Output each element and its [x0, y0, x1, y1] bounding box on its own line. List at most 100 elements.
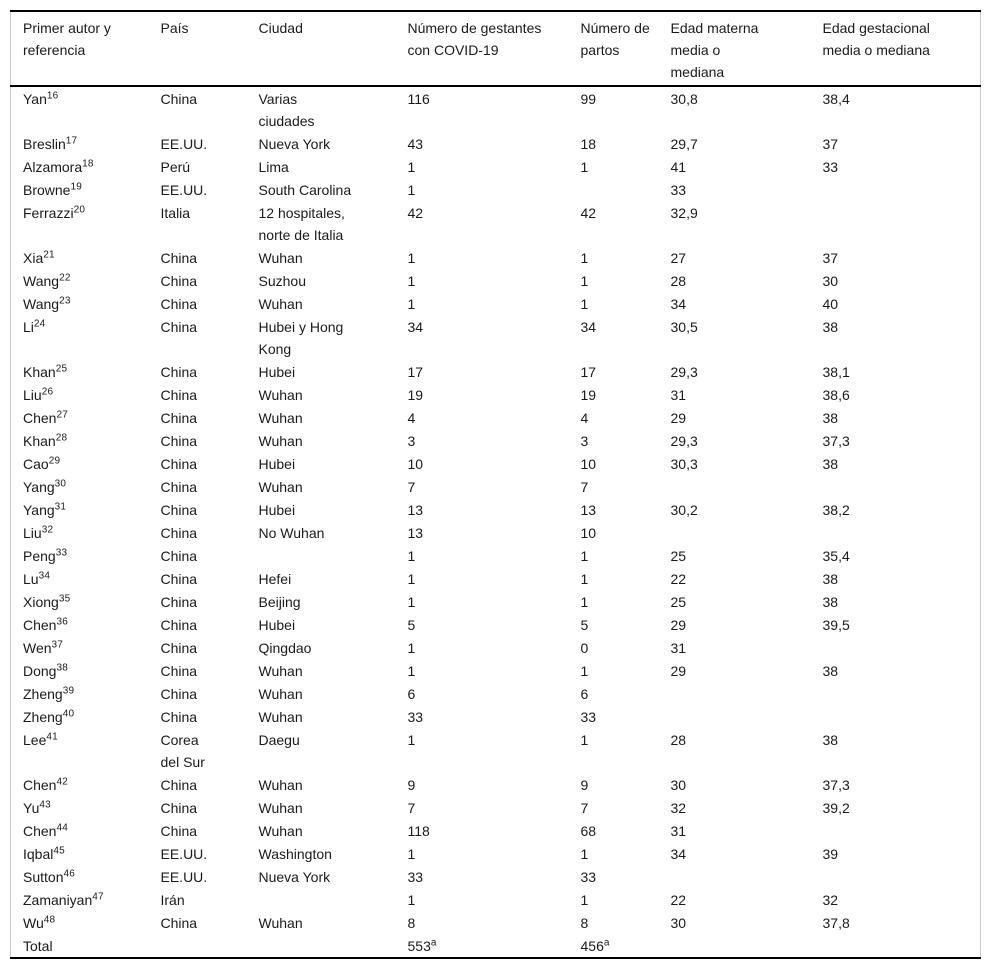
author-cell: Yang30	[11, 475, 149, 498]
city-cell: Washington	[247, 842, 396, 865]
pregnant-covid-count-cell: 1	[396, 155, 569, 178]
gestational-age-cell: 38	[822, 318, 839, 335]
city-cell: Wuhan	[247, 773, 396, 796]
births-count-cell: 1	[569, 567, 659, 590]
births-count-cell: 19	[569, 383, 659, 406]
city-cell: Nueva York	[247, 132, 396, 155]
country-name: China	[160, 639, 198, 656]
pregnant-covid-count: 4	[407, 409, 416, 426]
author-name: Wang	[23, 272, 60, 289]
author-cell: Total	[11, 934, 149, 958]
births-count: 10	[580, 455, 597, 472]
reference-superscript: 30	[54, 477, 67, 489]
author-cell: Yang31	[11, 498, 149, 521]
country-cell: China	[149, 590, 247, 613]
births-count-cell: 1	[569, 842, 659, 865]
reference-superscript: 21	[43, 248, 55, 260]
pregnant-covid-count: 1	[407, 547, 416, 564]
births-count-cell: 3	[569, 429, 659, 452]
maternal-age-cell: 41	[670, 158, 687, 175]
pregnant-covid-count: 19	[407, 386, 424, 403]
author-name: Browne	[23, 181, 71, 198]
table-row: Chen42 China Wuhan 9 9 30 37,3	[11, 773, 981, 796]
reference-superscript: 45	[53, 844, 65, 856]
maternal-age-cell: 25	[670, 547, 687, 564]
pregnant-covid-count-cell: 7	[396, 796, 569, 819]
city-name: Wuhan	[258, 386, 303, 403]
reference-superscript: 42	[56, 775, 68, 787]
country-name: China	[160, 776, 198, 793]
pregnant-covid-count: 1	[407, 158, 416, 175]
author-name: Dong	[23, 662, 57, 679]
country-cell: EE.UU.	[149, 842, 247, 865]
city-cell: Wuhan	[247, 292, 396, 315]
births-count-cell: 68	[569, 819, 659, 842]
column-header-label: Número de gestantes con COVID-19	[407, 20, 542, 58]
author-cell: Khan25	[11, 360, 149, 383]
city-name: Beijing	[258, 593, 301, 610]
city-name: South Carolina	[258, 181, 352, 198]
author-name: Peng	[23, 547, 56, 564]
city-cell	[247, 888, 396, 911]
gestational-age-cell	[811, 934, 981, 958]
city-cell: Wuhan	[247, 246, 396, 269]
gestational-age-cell: 38	[822, 409, 839, 426]
city-cell: Wuhan	[247, 911, 396, 934]
gestational-age-cell: 35,4	[822, 547, 850, 564]
country-cell: China	[149, 360, 247, 383]
author-cell: Sutton46	[11, 865, 149, 888]
maternal-age-cell: 32	[670, 799, 687, 816]
births-count: 1	[580, 845, 589, 862]
city-name: Washington	[258, 845, 332, 862]
country-name: China	[160, 90, 198, 107]
births-count: 68	[580, 822, 597, 839]
author-name: Lu	[23, 570, 39, 587]
maternal-age-cell: 29	[670, 662, 687, 679]
city-name: Wuhan	[258, 295, 303, 312]
country-cell: China	[149, 773, 247, 796]
country-name: China	[160, 524, 198, 541]
city-cell: Hubei	[247, 498, 396, 521]
country-cell: China	[149, 406, 247, 429]
country-name: EE.UU.	[160, 868, 208, 885]
table-row: Alzamora18 Perú Lima 1 1 41 33	[11, 155, 981, 178]
births-count-cell: 5	[569, 613, 659, 636]
author-name: Ferrazzi	[23, 204, 74, 221]
gestational-age-cell	[811, 682, 981, 705]
maternal-age-cell: 30,2	[670, 501, 698, 518]
city-cell: Wuhan	[247, 475, 396, 498]
city-name: Nueva York	[258, 135, 331, 152]
country-name: China	[160, 570, 198, 587]
maternal-age-cell: 34	[670, 295, 687, 312]
country-cell: EE.UU.	[149, 178, 247, 201]
author-name: Wang	[23, 295, 60, 312]
reference-superscript: 27	[56, 408, 68, 420]
births-count: 17	[580, 363, 597, 380]
country-cell: China	[149, 429, 247, 452]
city-cell: Hefei	[247, 567, 396, 590]
author-cell: Wang23	[11, 292, 149, 315]
pregnant-covid-count: 43	[407, 135, 424, 152]
country-name: China	[160, 272, 198, 289]
reference-superscript: 47	[92, 890, 104, 902]
pregnant-covid-count-cell: 3	[396, 429, 569, 452]
country-cell: China	[149, 819, 247, 842]
author-cell: Xia21	[11, 246, 149, 269]
author-cell: Iqbal45	[11, 842, 149, 865]
births-count: 13	[580, 501, 597, 518]
author-cell: Chen42	[11, 773, 149, 796]
country-cell: Perú	[149, 155, 247, 178]
table-row: Wen37 China Qingdao 1 0 31	[11, 636, 981, 659]
column-header-maternal-age: Edad materna media o mediana	[658, 11, 811, 87]
gestational-age-cell: 39	[822, 845, 839, 862]
author-cell: Breslin17	[11, 132, 149, 155]
pregnant-covid-count: 9	[407, 776, 416, 793]
pregnant-covid-count: 553	[407, 937, 431, 954]
city-name: Wuhan	[258, 914, 303, 931]
column-header-label: País	[160, 20, 189, 36]
births-count-cell: 34	[569, 315, 659, 360]
author-cell: Wu48	[11, 911, 149, 934]
births-count-cell: 8	[569, 911, 659, 934]
country-name: China	[160, 685, 198, 702]
pregnant-covid-count-cell: 6	[396, 682, 569, 705]
